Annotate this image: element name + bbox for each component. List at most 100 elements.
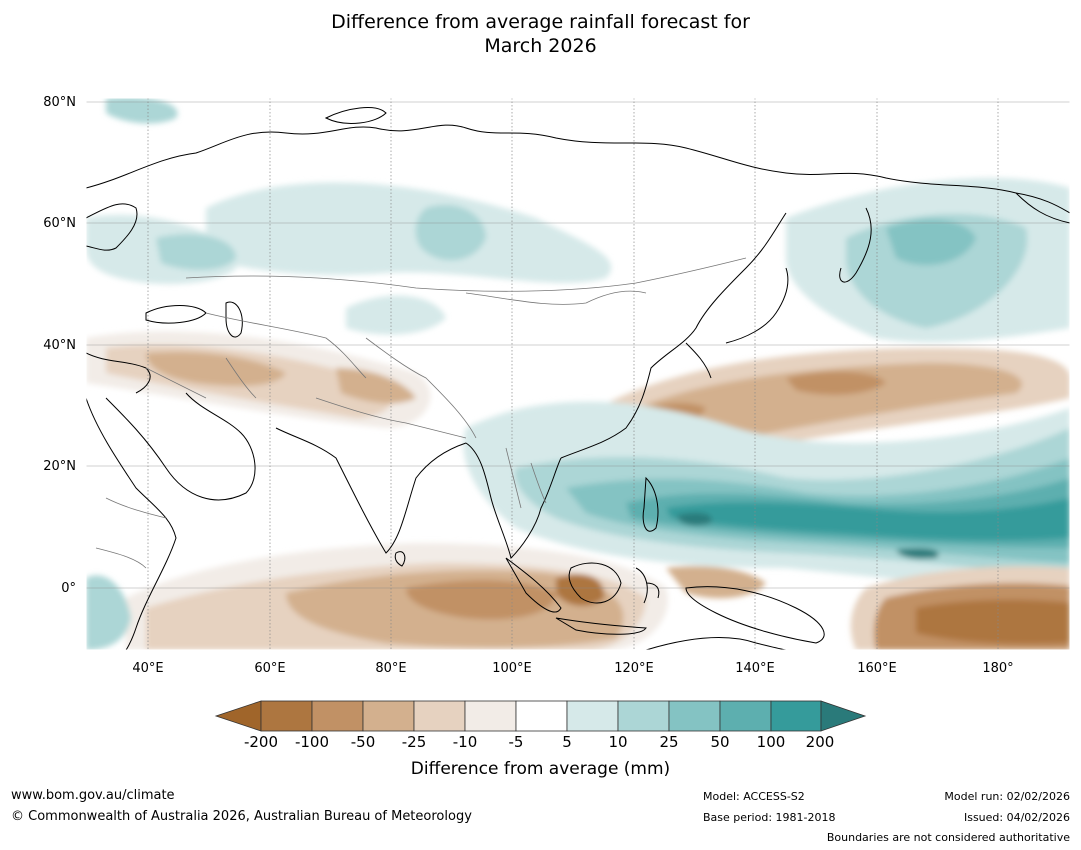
coastline-novaya-zemlya xyxy=(324,107,387,124)
colorbar-bin-9 xyxy=(668,700,721,732)
colorbar-label: -200 xyxy=(243,733,279,751)
coastline-mediterranean xyxy=(86,352,151,394)
colorbar-bin-6 xyxy=(515,700,568,732)
anomaly-dry-pacific-core xyxy=(786,371,886,395)
colorbar-bin-5 xyxy=(464,700,517,732)
anomaly-dry-borneo xyxy=(556,574,605,606)
coastline-arabia xyxy=(105,392,256,501)
country-boundaries xyxy=(95,257,747,569)
coastline-sri-lanka xyxy=(394,551,406,567)
boundary-china-west xyxy=(365,337,477,439)
anomaly-wet-east-africa xyxy=(86,575,131,650)
coastline-sulawesi xyxy=(635,567,660,604)
coastline-indochina xyxy=(465,442,562,559)
anomaly-wet-north-eurasia xyxy=(206,182,612,283)
colorbar-label: 50 xyxy=(710,733,730,751)
rainfall-anomaly-map xyxy=(86,98,1070,650)
lon-label-120e: 120°E xyxy=(614,661,654,676)
boundary-middle-east xyxy=(145,357,257,399)
anomaly-dry-east-pacific-100 xyxy=(916,599,1070,645)
colorbar-bin-7 xyxy=(566,700,619,732)
coastline-philippines xyxy=(642,476,659,532)
anomaly-wet-arctic xyxy=(106,98,178,124)
coastline-india xyxy=(275,427,467,554)
lon-label-140e: 140°E xyxy=(735,661,775,676)
anomaly-wet-siberia-core xyxy=(415,204,486,261)
coastline-black-caspian xyxy=(145,301,243,338)
colorbar-label: 5 xyxy=(562,733,572,751)
anomaly-wet-tropical-pacific-max xyxy=(676,512,712,526)
lat-label-40n: 40°N xyxy=(43,338,76,353)
anomaly-wet-tropical-pacific-200 xyxy=(666,498,1070,541)
colorbar-bin-3 xyxy=(362,700,415,732)
colorbar-high-extend xyxy=(820,700,867,732)
anomaly-wet-north-pacific-deep xyxy=(886,219,976,266)
lon-label-80e: 80°E xyxy=(375,661,407,676)
colorbar-label: 100 xyxy=(756,733,786,751)
lon-label-100e: 100°E xyxy=(492,661,532,676)
colorbar-label: -100 xyxy=(294,733,330,751)
boundary-mongolia xyxy=(465,290,647,305)
coastline-africa-east xyxy=(86,397,177,650)
anomaly-wet-central-asia xyxy=(346,295,446,335)
anomaly-wet-urals-core xyxy=(156,234,236,270)
lon-label-160e: 160°E xyxy=(857,661,897,676)
colorbar-bin-2 xyxy=(311,700,364,732)
coastlines xyxy=(86,107,1070,650)
boundary-africa xyxy=(95,497,167,569)
lon-label-180: 180° xyxy=(982,661,1014,676)
colorbar-label: 10 xyxy=(608,733,628,751)
footer-issued: Issued: 04/02/2026 xyxy=(963,811,1070,824)
coastline-arctic xyxy=(86,124,1070,214)
coastline-java xyxy=(555,617,647,635)
footer-copyright: © Commonwealth of Australia 2026, Austra… xyxy=(11,809,472,824)
coastline-new-guinea xyxy=(685,586,825,644)
lat-label-0: 0° xyxy=(61,581,76,596)
boundary-russia-south xyxy=(185,257,747,292)
coastline-china xyxy=(560,212,787,459)
coastline-sumatra xyxy=(505,557,562,613)
footer-base-period: Base period: 1981-2018 xyxy=(703,811,836,824)
map-title-line2: March 2026 xyxy=(484,35,597,57)
lon-label-60e: 60°E xyxy=(254,661,286,676)
anomaly-dry-persia xyxy=(146,351,286,386)
gridlines xyxy=(86,98,1070,650)
colorbar-low-extend xyxy=(214,700,262,732)
boundary-indochina xyxy=(505,447,547,509)
map-title-line1: Difference from average rainfall forecas… xyxy=(331,11,750,33)
colorbar-title: Difference from average (mm) xyxy=(410,759,671,779)
map-svg xyxy=(86,98,1070,650)
footer-model-run: Model run: 02/02/2026 xyxy=(944,790,1070,803)
footer-url[interactable]: www.bom.gov.au/climate xyxy=(11,788,175,803)
boundary-central-asia xyxy=(205,312,367,379)
footer-disclaimer: Boundaries are not considered authoritat… xyxy=(826,831,1070,844)
colorbar-label: -25 xyxy=(401,733,427,751)
colorbar-label: -10 xyxy=(452,733,478,751)
colorbar-label: -5 xyxy=(508,733,524,751)
coastline-korea-japan xyxy=(685,267,789,379)
colorbar-bin-4 xyxy=(413,700,466,732)
lat-label-60n: 60°N xyxy=(43,216,76,231)
colorbar-bin-10 xyxy=(719,700,772,732)
colorbar-bin-8 xyxy=(617,700,670,732)
coastline-borneo xyxy=(568,562,622,604)
colorbar-label: 200 xyxy=(805,733,835,751)
anomaly-field xyxy=(86,98,1070,650)
anomaly-wet-tropical-pacific-max2 xyxy=(896,548,939,559)
coastline-kamchatka xyxy=(839,207,872,283)
lat-label-80n: 80°N xyxy=(43,95,76,110)
footer-model: Model: ACCESS-S2 xyxy=(703,790,805,803)
colorbar-label: -50 xyxy=(350,733,376,751)
lon-label-40e: 40°E xyxy=(132,661,164,676)
coastline-australia xyxy=(645,637,787,650)
colorbar-bin-1 xyxy=(260,700,313,732)
coastline-bering xyxy=(1015,192,1070,224)
colorbar-bin-11 xyxy=(770,700,822,732)
anomaly-dry-himalaya xyxy=(336,368,416,404)
anomaly-dry-indian-ocean-50 xyxy=(406,580,556,620)
colorbar-label: 25 xyxy=(659,733,679,751)
lat-label-20n: 20°N xyxy=(43,459,76,474)
map-title: Difference from average rainfall forecas… xyxy=(0,10,1081,58)
boundary-india-north xyxy=(315,397,467,439)
coastline-scandinavia xyxy=(86,203,138,251)
